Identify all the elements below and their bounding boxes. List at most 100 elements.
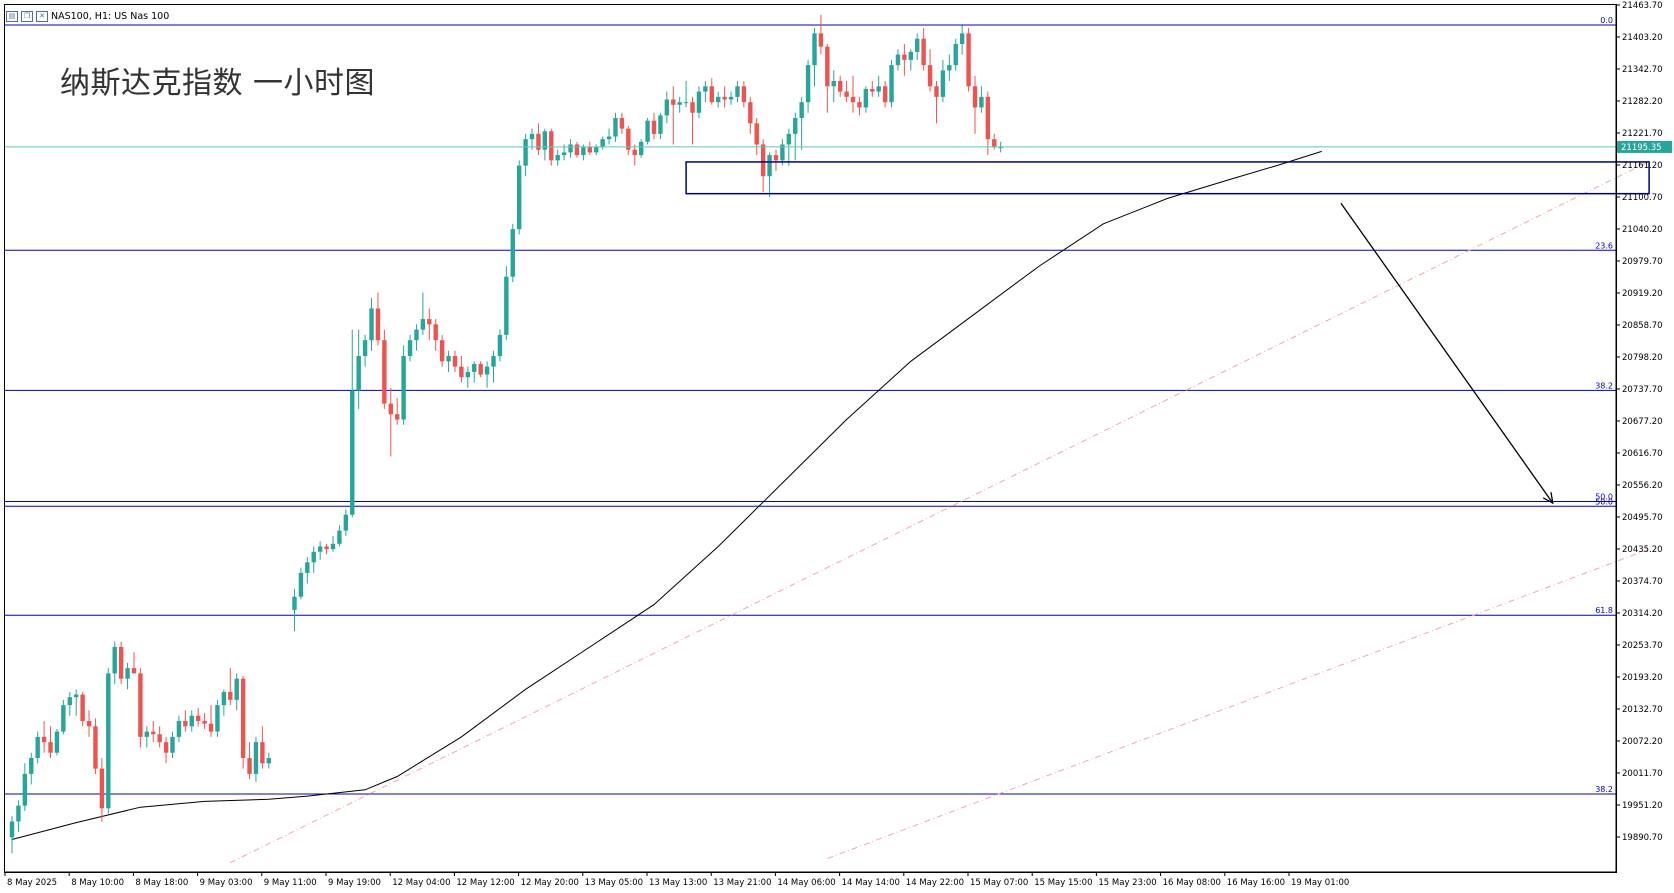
candle-body	[356, 356, 361, 391]
candle-body	[375, 308, 381, 341]
candle-body	[760, 144, 766, 177]
candle-body	[921, 38, 926, 66]
candle-body	[414, 329, 419, 341]
candle-body	[510, 229, 515, 277]
candle-body	[22, 773, 28, 806]
candle-body	[523, 139, 528, 166]
x-tick-label: 13 May 21:00	[713, 878, 771, 888]
candle-body	[574, 144, 580, 156]
y-tick-label: 20435.20	[1622, 545, 1663, 555]
x-tick-label: 13 May 05:00	[585, 878, 643, 888]
candle-body	[876, 86, 881, 92]
candle-body	[317, 546, 323, 552]
candle-body	[818, 33, 824, 47]
candle-body	[362, 340, 368, 357]
fib-label: 50.0	[1595, 497, 1613, 506]
candle-body	[542, 131, 548, 150]
y-tick-label: 20132.70	[1622, 705, 1663, 715]
candle-body	[927, 65, 933, 87]
candle-body	[54, 731, 60, 753]
candle-body	[337, 530, 342, 544]
candle-body	[74, 694, 79, 698]
candle-body	[491, 356, 496, 367]
candle-body	[29, 758, 34, 774]
candle-body	[908, 51, 913, 60]
candle-body	[382, 340, 387, 404]
candle-body	[805, 65, 811, 103]
candle-body	[664, 99, 670, 116]
x-tick-label: 15 May 23:00	[1098, 878, 1156, 888]
candle-body	[446, 356, 451, 362]
x-tick-label: 16 May 08:00	[1163, 878, 1221, 888]
candle-body	[202, 721, 207, 724]
fibonacci-levels: 0.0 23.6 38.2 50.050.0 61.8 38.2	[5, 16, 1616, 795]
y-tick-label: 21342.70	[1622, 65, 1663, 75]
candle-body	[16, 805, 21, 822]
x-tick-label: 14 May 22:00	[906, 878, 964, 888]
candle-body	[86, 721, 92, 727]
candle-body	[131, 668, 137, 674]
candle-body	[831, 81, 836, 87]
fib-label: 23.6	[1595, 241, 1613, 250]
candle-body	[638, 141, 644, 156]
candle-body	[812, 33, 817, 66]
candle-body	[587, 147, 592, 153]
chart-restore-icon[interactable]: ❐	[21, 10, 33, 22]
chart-header: ▤ ❐ ✕ NAS100, H1: US Nas 100	[6, 8, 169, 24]
candle-body	[99, 768, 105, 809]
candle-body	[266, 758, 271, 764]
x-tick-label: 12 May 12:00	[456, 878, 514, 888]
chart-close-icon[interactable]: ✕	[36, 10, 48, 22]
candle-body	[157, 734, 162, 743]
candle-body	[484, 366, 490, 375]
candle-body	[915, 38, 920, 52]
candle-body	[260, 742, 265, 764]
x-tick-label: 12 May 20:00	[521, 878, 579, 888]
x-tick-label: 9 May 03:00	[200, 878, 253, 888]
x-tick-label: 12 May 04:00	[392, 878, 450, 888]
price-axis: 21463.70 21403.20 21342.70 21282.20 21221.70…	[1615, 1, 1663, 872]
candle-body	[799, 102, 804, 119]
resistance-zone	[685, 161, 1650, 195]
candle-body	[106, 673, 111, 809]
x-tick-label: 8 May 10:00	[71, 878, 124, 888]
chart-window-icon[interactable]: ▤	[6, 10, 18, 22]
moving-average	[11, 150, 1322, 840]
x-tick-label: 16 May 16:00	[1227, 878, 1285, 888]
x-tick-label: 15 May 07:00	[970, 878, 1028, 888]
candle-body	[170, 736, 175, 753]
candle-body	[979, 96, 984, 108]
candle-body	[716, 96, 721, 103]
candle-body	[151, 731, 156, 735]
candle-body	[189, 715, 194, 727]
candle-body	[401, 356, 406, 420]
candle-body	[555, 155, 560, 161]
fib-label: 50.0	[1595, 493, 1613, 502]
candle-body	[369, 308, 374, 341]
fib-label: 38.2	[1595, 785, 1613, 794]
channel-line	[827, 548, 1650, 859]
y-tick-label: 21463.70	[1622, 1, 1663, 11]
candle-body	[234, 678, 239, 700]
candle-body	[581, 147, 586, 156]
candle-body	[844, 91, 849, 97]
candle-body	[728, 96, 734, 100]
y-tick-label: 20798.20	[1622, 353, 1663, 363]
candle-body	[882, 86, 888, 103]
candle-body	[940, 70, 946, 97]
y-tick-label: 20193.20	[1622, 673, 1663, 683]
arrow-head	[1542, 492, 1554, 505]
candle-body	[690, 102, 695, 113]
y-tick-label: 20253.70	[1622, 641, 1663, 651]
candle-body	[998, 147, 1003, 149]
y-tick-label: 20737.70	[1622, 385, 1663, 395]
y-tick-label: 20556.20	[1622, 481, 1663, 491]
candle-body	[138, 673, 143, 737]
candle-body	[748, 102, 753, 124]
candle-body	[780, 144, 785, 161]
candle-body	[600, 139, 605, 148]
candle-body	[407, 340, 413, 357]
candle-body	[594, 147, 599, 153]
candle-body	[35, 736, 40, 759]
